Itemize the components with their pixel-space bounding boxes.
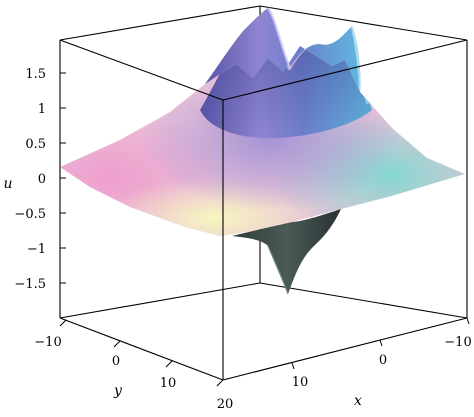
x-tick-label: 0: [379, 353, 387, 368]
y-tick-label: 20: [217, 397, 234, 412]
z-tick-label: 0: [38, 172, 46, 187]
x-tick-label: −10: [444, 335, 471, 350]
y-tick-label: 0: [112, 354, 120, 369]
x-axis: 10 0 −10 x: [291, 317, 472, 409]
y-axis: −10 0 10 20 y: [34, 319, 234, 412]
z-tick-label: 1: [38, 102, 46, 117]
x-tick-mark: [379, 339, 383, 347]
y-tick-label: 10: [160, 376, 177, 391]
x-tick-label: 10: [292, 375, 309, 390]
x-axis-label: x: [354, 393, 362, 409]
y-tick-mark: [113, 340, 121, 348]
z-axis: 1.5 1 0.5 0 −0.5 −1 −1.5 u: [3, 67, 66, 292]
surface-sheet: [60, 7, 465, 295]
x-tick-mark: [291, 362, 295, 370]
z-tick-label: 0.5: [25, 137, 46, 152]
y-tick-label: −10: [34, 335, 61, 350]
z-axis-label: u: [3, 176, 12, 192]
z-tick-label: 1.5: [25, 67, 46, 82]
z-tick-label: −1: [27, 242, 46, 257]
x-tick-mark: [466, 317, 470, 325]
y-tick-mark: [216, 379, 224, 387]
y-tick-mark: [165, 360, 173, 368]
z-tick-label: −1.5: [14, 277, 46, 292]
y-axis-label: y: [113, 383, 123, 399]
box-front-edges: [59, 39, 468, 381]
y-tick-mark: [59, 319, 67, 327]
z-tick-label: −0.5: [14, 207, 46, 222]
